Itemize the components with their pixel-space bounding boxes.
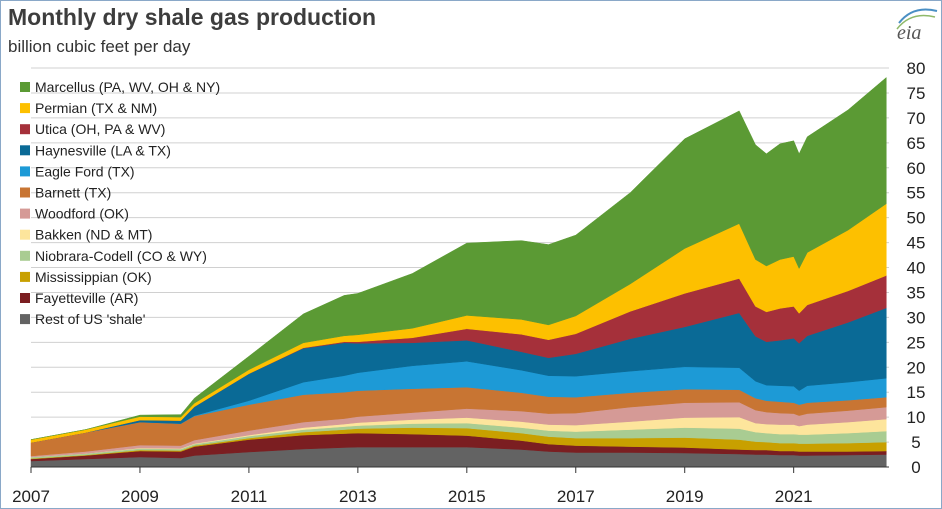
legend-swatch [20,166,30,177]
legend-label: Mississippian (OK) [35,269,152,285]
legend-swatch [20,229,30,240]
legend: Marcellus (PA, WV, OH & NY) Permian (TX &… [20,79,220,327]
eia-logo: eia [896,8,938,43]
y-tick-label: 50 [907,209,926,228]
legend-swatch [20,82,30,92]
legend-swatch [20,271,30,282]
y-tick-label: 75 [907,84,926,103]
y-tick-label: 65 [907,134,926,153]
x-tick-label: 2007 [12,487,50,506]
x-tick-label: 2019 [666,487,704,506]
x-tick-label: 2021 [775,487,813,506]
y-tick-label: 5 [911,433,920,452]
y-tick-label: 45 [907,234,926,253]
y-tick-label: 55 [907,184,926,203]
y-tick-label: 80 [907,59,926,78]
area-series-11 [30,76,887,440]
legend-swatch [20,124,30,135]
y-tick-label: 0 [911,458,920,477]
legend-swatch [20,187,30,198]
legend-swatch [20,314,30,325]
axes: 0 5 10 15 20 25 30 35 40 45 50 55 60 65 70 75 80 2007 2009… [12,59,925,506]
legend-label: Eagle Ford (TX) [35,163,135,179]
legend-label: Haynesville (LA & TX) [35,142,171,158]
legend-swatch [20,293,30,303]
legend-label: Permian (TX & NM) [35,100,157,116]
y-tick-label: 30 [907,308,926,327]
legend-label: Marcellus (PA, WV, OH & NY) [35,79,220,95]
legend-label: Rest of US 'shale' [35,311,145,327]
eia-logo-text: eia [897,22,921,43]
y-tick-label: 40 [907,259,926,278]
legend-swatch [20,208,30,219]
legend-label: Woodford (OK) [35,206,129,222]
x-tick-label: 2013 [339,487,377,506]
legend-swatch [20,145,30,156]
legend-label: Niobrara-Codell (CO & WY) [35,248,207,264]
y-tick-label: 20 [907,358,926,377]
stacked-areas [30,76,887,468]
legend-label: Utica (OH, PA & WV) [35,121,165,137]
x-tick-label: 2011 [231,487,268,506]
legend-swatch [20,250,30,261]
x-tick-label: 2017 [557,487,595,506]
x-tick-label: 2009 [121,487,159,506]
legend-swatch [20,103,30,114]
legend-label: Fayetteville (AR) [35,290,138,306]
x-tick-label: 2015 [448,487,486,506]
y-tick-label: 35 [907,283,926,302]
legend-label: Barnett (TX) [35,185,111,201]
chart-subtitle: billion cubic feet per day [8,37,191,56]
y-tick-label: 10 [907,408,926,427]
chart-title: Monthly dry shale gas production [8,4,377,30]
y-tick-label: 25 [907,333,926,352]
y-tick-label: 60 [907,159,926,178]
legend-label: Bakken (ND & MT) [35,227,152,243]
y-tick-label: 15 [907,383,926,402]
y-tick-label: 70 [907,109,926,128]
